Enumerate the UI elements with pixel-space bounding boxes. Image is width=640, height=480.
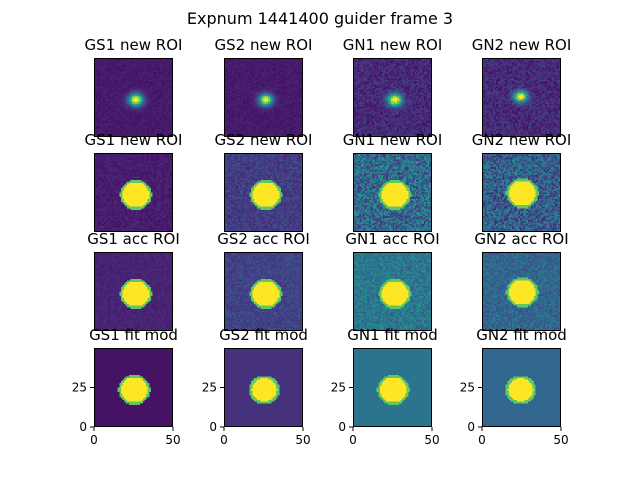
panel-grid: GS1 new ROI GS2 new ROI GN1 new ROI GN2 new… xyxy=(72,36,572,447)
panel-0-0: GS1 new ROI xyxy=(85,36,183,137)
axes-frame xyxy=(482,58,561,137)
panel-title: GN1 new ROI xyxy=(343,36,443,54)
panel-2-3: GN2 acc ROI xyxy=(474,230,569,331)
x-tick-label: 0 xyxy=(220,433,228,447)
panel-title: GN1 acc ROI xyxy=(345,230,439,248)
panel-3-2: GN1 fit mod 0 50 0 25 xyxy=(331,326,440,447)
heatmap-image xyxy=(482,58,561,137)
panel-0-2: GN1 new ROI xyxy=(343,36,443,137)
y-tick-label: 25 xyxy=(331,381,346,395)
panel-1-3: GN2 new ROI xyxy=(472,131,572,232)
panel-title: GS1 new ROI xyxy=(85,36,183,54)
panel-title: GS2 fit mod xyxy=(219,326,308,344)
x-tick-label: 50 xyxy=(553,433,568,447)
panel-title: GS1 acc ROI xyxy=(87,230,180,248)
heatmap-image xyxy=(224,153,303,232)
axes-frame xyxy=(94,58,173,137)
heatmap-image xyxy=(94,348,173,427)
panel-1-0: GS1 new ROI xyxy=(85,131,183,232)
x-tick-label: 0 xyxy=(478,433,486,447)
panel-title: GS1 fit mod xyxy=(89,326,178,344)
y-tick-label: 25 xyxy=(460,381,475,395)
x-tick-label: 50 xyxy=(295,433,310,447)
x-tick-label: 50 xyxy=(165,433,180,447)
panel-2-1: GS2 acc ROI xyxy=(217,230,310,331)
axes-frame xyxy=(224,252,303,331)
heatmap-image xyxy=(94,58,173,137)
heatmap-image xyxy=(353,348,432,427)
y-tick-label: 25 xyxy=(72,381,87,395)
heatmap-image xyxy=(482,348,561,427)
heatmap-image xyxy=(482,153,561,232)
panel-title: GS2 new ROI xyxy=(215,36,313,54)
panel-title: GS1 new ROI xyxy=(85,131,183,149)
heatmap-image xyxy=(94,252,173,331)
heatmap-image xyxy=(224,348,303,427)
panel-title: GN2 new ROI xyxy=(472,36,572,54)
panel-1-1: GS2 new ROI xyxy=(215,131,313,232)
heatmap-image xyxy=(353,153,432,232)
axes-frame xyxy=(353,153,432,232)
axes-frame xyxy=(482,153,561,232)
axes-frame xyxy=(94,348,173,427)
axes-frame xyxy=(482,252,561,331)
x-tick-label: 0 xyxy=(349,433,357,447)
heatmap-image xyxy=(224,252,303,331)
panel-title: GS2 new ROI xyxy=(215,131,313,149)
panel-1-2: GN1 new ROI xyxy=(343,131,443,232)
heatmap-image xyxy=(353,58,432,137)
axes-frame xyxy=(224,58,303,137)
axes-frame xyxy=(224,153,303,232)
y-tick-label: 25 xyxy=(202,381,217,395)
axes-frame xyxy=(353,58,432,137)
x-tick-label: 50 xyxy=(424,433,439,447)
panel-3-0: GS1 fit mod 0 50 0 25 xyxy=(72,326,181,447)
y-tick-label: 0 xyxy=(467,420,475,434)
heatmap-image xyxy=(353,252,432,331)
figure-title: Expnum 1441400 guider frame 3 xyxy=(187,9,453,28)
axes-frame xyxy=(94,252,173,331)
panel-2-0: GS1 acc ROI xyxy=(87,230,180,331)
panel-title: GN2 new ROI xyxy=(472,131,572,149)
axes-frame xyxy=(353,252,432,331)
panel-3-3: GN2 fit mod 0 50 0 25 xyxy=(460,326,569,447)
axes-frame xyxy=(482,348,561,427)
panel-0-1: GS2 new ROI xyxy=(215,36,313,137)
panel-title: GN2 acc ROI xyxy=(474,230,568,248)
heatmap-image xyxy=(482,252,561,331)
axes-frame xyxy=(353,348,432,427)
panel-title: GS2 acc ROI xyxy=(217,230,310,248)
panel-title: GN2 fit mod xyxy=(476,326,567,344)
axes-frame xyxy=(224,348,303,427)
y-tick-label: 0 xyxy=(209,420,217,434)
y-tick-label: 0 xyxy=(338,420,346,434)
x-tick-label: 0 xyxy=(90,433,98,447)
heatmap-image xyxy=(224,58,303,137)
axes-frame xyxy=(94,153,173,232)
panel-title: GN1 fit mod xyxy=(347,326,438,344)
panel-title: GN1 new ROI xyxy=(343,131,443,149)
panel-3-1: GS2 fit mod 0 50 0 25 xyxy=(202,326,311,447)
y-tick-label: 0 xyxy=(79,420,87,434)
panel-0-3: GN2 new ROI xyxy=(472,36,572,137)
panel-2-2: GN1 acc ROI xyxy=(345,230,440,331)
heatmap-image xyxy=(94,153,173,232)
